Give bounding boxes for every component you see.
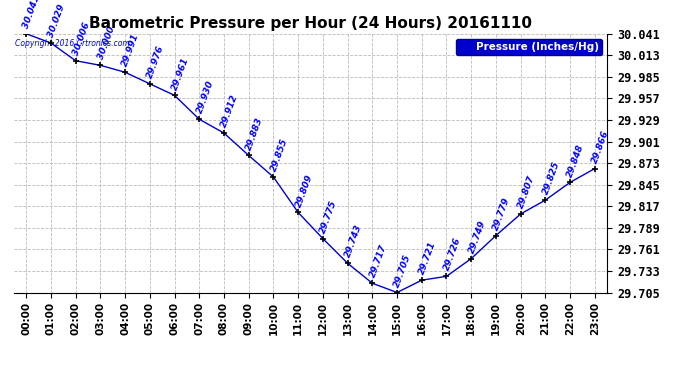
Text: 29.848: 29.848 [566, 142, 586, 178]
Text: 29.705: 29.705 [393, 253, 413, 288]
Text: 29.866: 29.866 [591, 129, 611, 164]
Text: 29.726: 29.726 [442, 237, 462, 272]
Text: 29.825: 29.825 [541, 160, 562, 196]
Text: 29.775: 29.775 [319, 199, 339, 234]
Text: 29.961: 29.961 [170, 56, 190, 91]
Text: 30.041: 30.041 [22, 0, 42, 30]
Title: Barometric Pressure per Hour (24 Hours) 20161110: Barometric Pressure per Hour (24 Hours) … [89, 16, 532, 31]
Text: 30.000: 30.000 [96, 26, 117, 61]
Text: 30.006: 30.006 [71, 21, 92, 57]
Text: 29.779: 29.779 [492, 196, 512, 231]
Text: 29.717: 29.717 [368, 243, 388, 279]
Text: 29.855: 29.855 [269, 137, 289, 173]
Text: 29.743: 29.743 [344, 224, 364, 259]
Text: 29.721: 29.721 [417, 240, 437, 276]
Text: 29.991: 29.991 [121, 33, 141, 68]
Text: Copyright 2016 Crtronics.com: Copyright 2016 Crtronics.com [15, 39, 130, 48]
Text: 29.807: 29.807 [516, 174, 537, 210]
Text: 29.912: 29.912 [219, 93, 240, 129]
Text: 29.976: 29.976 [146, 44, 166, 80]
Text: 30.029: 30.029 [47, 3, 67, 39]
Text: 29.930: 29.930 [195, 80, 215, 115]
Text: 29.883: 29.883 [244, 116, 265, 151]
Text: 29.749: 29.749 [467, 219, 487, 255]
Text: 29.809: 29.809 [294, 172, 314, 208]
Legend: Pressure (Inches/Hg): Pressure (Inches/Hg) [456, 39, 602, 55]
